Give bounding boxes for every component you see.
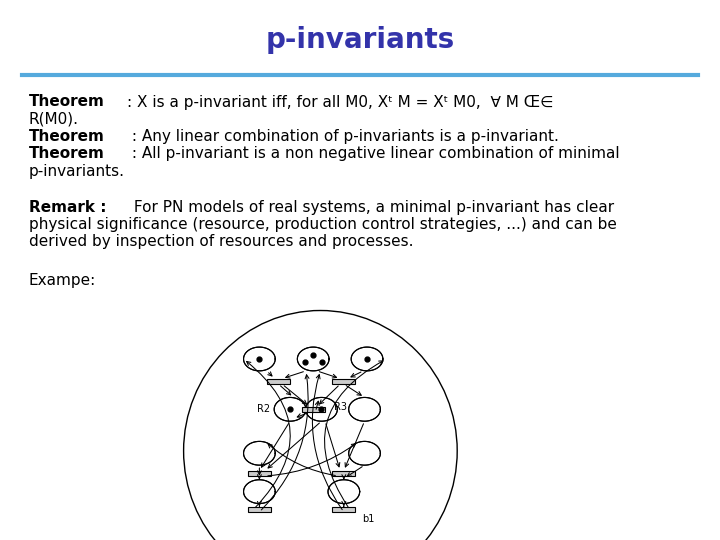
Text: R3: R3 <box>333 402 346 411</box>
Bar <box>333 470 356 476</box>
Text: Theorem: Theorem <box>29 129 104 144</box>
Text: physical significance (resource, production control strategies, ...) and can be: physical significance (resource, product… <box>29 217 616 232</box>
Text: Exampe:: Exampe: <box>29 273 96 288</box>
Polygon shape <box>243 480 275 503</box>
Text: Theorem: Theorem <box>29 94 104 110</box>
Polygon shape <box>306 397 337 421</box>
Bar <box>248 470 271 476</box>
Text: R2: R2 <box>258 404 271 414</box>
Text: derived by inspection of resources and processes.: derived by inspection of resources and p… <box>29 234 413 249</box>
Text: Remark :: Remark : <box>29 200 107 215</box>
Text: b1: b1 <box>362 514 374 524</box>
Bar <box>302 407 325 412</box>
Text: p-invariants.: p-invariants. <box>29 164 125 179</box>
Text: Theorem: Theorem <box>29 146 104 161</box>
Bar <box>248 507 271 512</box>
Polygon shape <box>328 480 360 503</box>
Text: : All p-invariant is a non negative linear combination of minimal: : All p-invariant is a non negative line… <box>127 146 619 161</box>
Polygon shape <box>274 397 306 421</box>
Text: p-invariants: p-invariants <box>266 26 454 55</box>
Polygon shape <box>243 347 275 371</box>
Text: : X is a p-invariant iff, for all M0, Xᵗ M = Xᵗ M0,  ∀ M Œ∈: : X is a p-invariant iff, for all M0, Xᵗ… <box>127 94 553 110</box>
Polygon shape <box>348 397 380 421</box>
Bar <box>333 507 356 512</box>
Polygon shape <box>348 441 380 465</box>
Polygon shape <box>351 347 383 371</box>
Text: : Any linear combination of p-invariants is a p-invariant.: : Any linear combination of p-invariants… <box>127 129 559 144</box>
Bar <box>333 379 356 384</box>
Polygon shape <box>297 347 329 371</box>
Text: For PN models of real systems, a minimal p-invariant has clear: For PN models of real systems, a minimal… <box>129 200 614 215</box>
Bar <box>267 379 290 384</box>
Polygon shape <box>243 441 275 465</box>
Text: R(M0).: R(M0). <box>29 112 78 127</box>
